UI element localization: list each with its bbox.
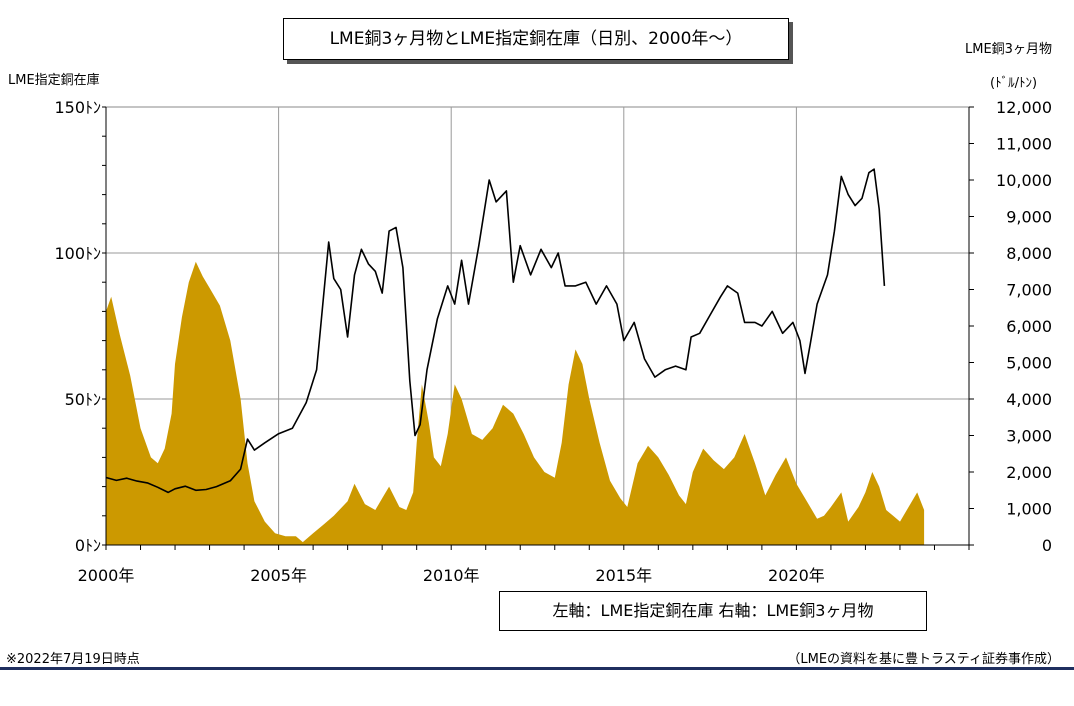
left-tick-label: 150ﾄﾝ <box>54 98 101 117</box>
footnote-date: ※2022年7月19日時点 <box>6 652 140 667</box>
chart-title: LME銅3ヶ月物とLME指定銅在庫（日別、2000年～） <box>283 18 789 60</box>
x-tick-label: 2015年 <box>595 566 652 585</box>
right-axis-title: LME銅3ヶ月物 <box>965 42 1052 57</box>
x-tick-label: 2000年 <box>78 566 135 585</box>
right-tick-label: 9,000 <box>1006 208 1052 227</box>
bottom-rule <box>0 667 1074 670</box>
right-tick-label: 5,000 <box>1006 354 1052 373</box>
right-tick-label: 1,000 <box>1006 500 1052 519</box>
legend-box: 左軸：LME指定銅在庫 右軸：LME銅3ヶ月物 <box>499 591 927 631</box>
right-axis-unit: (ﾄﾞﾙ/ﾄﾝ) <box>990 76 1038 91</box>
copper-price-line-series <box>105 168 886 494</box>
right-tick-label: 12,000 <box>996 98 1052 117</box>
right-tick-label: 6,000 <box>1006 317 1052 336</box>
right-tick-label: 4,000 <box>1006 390 1052 409</box>
right-tick-label: 0 <box>1042 536 1052 555</box>
inventory-area-series <box>106 261 925 545</box>
x-tick-label: 2020年 <box>768 566 825 585</box>
x-tick-label: 2005年 <box>250 566 307 585</box>
left-tick-label: 100ﾄﾝ <box>54 244 101 263</box>
right-tick-label: 3,000 <box>1006 427 1052 446</box>
left-tick-label: 0ﾄﾝ <box>75 536 101 555</box>
right-tick-label: 10,000 <box>996 171 1052 190</box>
right-tick-label: 2,000 <box>1006 463 1052 482</box>
left-axis-title: LME指定銅在庫 <box>8 73 100 88</box>
source-credit: （LMEの資料を基に豊トラスティ証券事作成） <box>787 652 1060 667</box>
x-tick-label: 2010年 <box>423 566 480 585</box>
right-tick-label: 8,000 <box>1006 244 1052 263</box>
right-tick-label: 11,000 <box>996 135 1052 154</box>
left-tick-label: 50ﾄﾝ <box>65 390 101 409</box>
right-tick-label: 7,000 <box>1006 281 1052 300</box>
